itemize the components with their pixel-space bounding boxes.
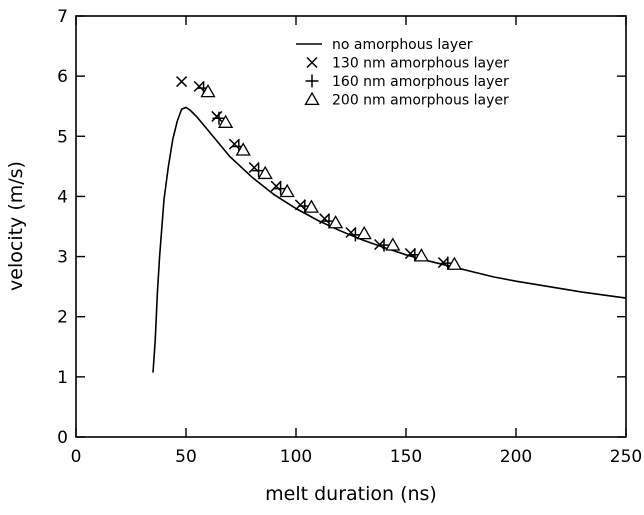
x-marker-stroke xyxy=(345,226,357,239)
x-axis-title: melt duration (ns) xyxy=(265,483,437,505)
y-tick-label: 4 xyxy=(57,187,68,207)
data-point xyxy=(270,180,282,192)
legend-label: 200 nm amorphous layer xyxy=(332,93,509,109)
legend: no amorphous layer 130 nm amorphous layer… xyxy=(296,37,509,109)
data-point xyxy=(257,165,273,180)
triangle-marker-shape xyxy=(235,142,251,156)
legend-marker-symbol xyxy=(304,91,320,106)
data-point xyxy=(217,114,234,128)
data-point xyxy=(385,237,401,251)
y-tick-label: 6 xyxy=(57,67,68,87)
x-tick-label: 100 xyxy=(280,447,312,467)
triangle-marker-shape xyxy=(327,215,344,229)
y-tick-label: 7 xyxy=(57,7,68,27)
legend-label: no amorphous layer xyxy=(332,37,473,53)
y-axis-title: velocity (m/s) xyxy=(5,161,27,291)
legend-marker-symbol xyxy=(306,56,318,69)
x-marker-stroke xyxy=(270,180,282,192)
data-point xyxy=(356,225,372,240)
x-marker-stroke xyxy=(211,110,223,122)
data-point xyxy=(176,76,188,88)
series-2 xyxy=(197,81,455,270)
x-marker-stroke xyxy=(404,248,416,260)
x-tick-label: 250 xyxy=(610,447,642,467)
data-point xyxy=(212,111,226,125)
triangle-marker-shape xyxy=(200,83,216,98)
triangle-marker-shape xyxy=(279,183,295,198)
x-marker-stroke xyxy=(319,213,331,225)
x-tick-label: 200 xyxy=(500,447,532,467)
triangle-marker-shape xyxy=(385,237,401,251)
plus-marker-stroke xyxy=(377,238,391,252)
legend-marker-symbol xyxy=(305,74,319,88)
axis-ticks: 0 50 100 150 200 250 0 1 2 3 4 5 6 7 xyxy=(57,7,642,467)
data-point xyxy=(319,213,331,225)
data-point xyxy=(345,226,357,239)
triangle-marker-shape xyxy=(304,91,320,106)
triangle-marker-shape xyxy=(413,248,430,262)
legend-label: 160 nm amorphous layer xyxy=(332,74,509,90)
x-marker-stroke xyxy=(294,199,306,211)
plus-marker-stroke xyxy=(212,111,226,125)
legend-label: 130 nm amorphous layer xyxy=(332,56,509,72)
triangle-marker-shape xyxy=(217,114,234,128)
data-point xyxy=(279,183,295,198)
data-point xyxy=(303,199,320,213)
y-tick-label: 5 xyxy=(57,127,68,147)
data-point xyxy=(235,142,251,156)
y-tick-label: 1 xyxy=(57,368,68,388)
data-point xyxy=(211,110,223,122)
triangle-marker-shape xyxy=(356,225,372,240)
triangle-marker-shape xyxy=(303,199,320,213)
triangle-marker-shape xyxy=(446,256,463,270)
y-tick-label: 2 xyxy=(57,308,68,328)
data-point xyxy=(446,256,463,270)
x-marker-stroke xyxy=(306,56,318,69)
x-tick-label: 150 xyxy=(390,447,422,467)
data-point xyxy=(327,215,344,229)
data-point xyxy=(228,138,240,150)
data-point xyxy=(193,80,205,92)
data-point xyxy=(200,83,216,98)
data-point xyxy=(294,199,306,211)
x-marker-stroke xyxy=(176,76,188,88)
data-point xyxy=(404,248,416,260)
plus-marker-stroke xyxy=(305,74,319,88)
series-layer xyxy=(152,76,627,373)
y-tick-label: 0 xyxy=(57,428,68,448)
series-line-no-amorphous-layer xyxy=(152,106,627,373)
data-point xyxy=(413,248,430,262)
x-marker-stroke xyxy=(228,138,240,150)
plot-frame xyxy=(75,15,627,438)
series-3 xyxy=(200,83,463,270)
x-marker-stroke xyxy=(193,80,205,92)
x-tick-label: 0 xyxy=(71,447,82,467)
y-tick-label: 3 xyxy=(57,248,68,268)
data-point xyxy=(377,238,391,252)
x-tick-label: 50 xyxy=(175,447,197,467)
triangle-marker-shape xyxy=(257,165,273,180)
